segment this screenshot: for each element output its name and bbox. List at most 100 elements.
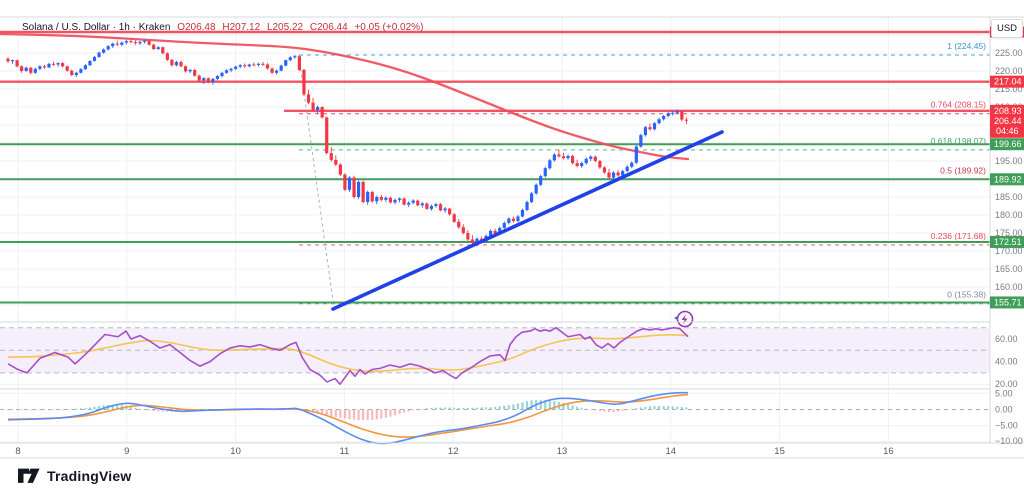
- candle-body: [197, 75, 201, 81]
- candle-body: [61, 63, 65, 67]
- candle-body: [70, 70, 74, 75]
- candle-body: [625, 166, 629, 172]
- ascending-support-trendline[interactable]: [331, 130, 724, 311]
- candle-body: [311, 102, 315, 110]
- candle-body: [275, 70, 279, 73]
- macd-histogram-bar: [384, 409, 387, 418]
- candle-body: [238, 65, 242, 67]
- flash-circle-icon[interactable]: [674, 310, 694, 328]
- macd-histogram-bar: [589, 409, 592, 411]
- candle-body: [265, 64, 270, 69]
- macd-histogram-bar: [389, 409, 392, 417]
- currency-button[interactable]: USD: [991, 19, 1023, 38]
- candle-body: [534, 184, 538, 194]
- price-chip-green-2: 172.51: [990, 235, 1024, 248]
- candle-body: [120, 42, 124, 45]
- macd-histogram-bar: [607, 409, 611, 412]
- candle-body: [288, 57, 292, 61]
- candle-body: [297, 56, 301, 70]
- candle-body: [621, 171, 625, 176]
- candle-body: [470, 239, 475, 243]
- candles-series[interactable]: [6, 38, 688, 247]
- flash-arrow-glyph: [674, 315, 678, 321]
- fib-levels: [299, 54, 990, 305]
- flash-bolt-glyph: [681, 314, 688, 325]
- macd-histogram-bar: [512, 404, 515, 410]
- macd-histogram-bar: [316, 409, 319, 414]
- descending-trend-curve[interactable]: [0, 32, 690, 161]
- macd-histogram-bar: [348, 409, 351, 420]
- candle-body: [598, 161, 602, 168]
- macd-histogram-bar: [594, 409, 597, 411]
- macd-histogram-bar: [25, 409, 28, 411]
- ohlc-change: +0.05 (+0.02%): [354, 22, 424, 33]
- rsi-pane[interactable]: [7, 326, 689, 385]
- macd-histogram-bar: [366, 409, 369, 421]
- candle-body: [589, 156, 593, 159]
- candle-body: [634, 146, 638, 163]
- candle-body: [10, 60, 15, 62]
- macd-histogram-bar: [416, 409, 419, 411]
- macd-histogram-bar: [343, 409, 347, 419]
- candle-body: [38, 66, 42, 69]
- macd-histogram-bar: [357, 409, 360, 420]
- candle-body: [407, 202, 411, 205]
- candle-body: [580, 163, 584, 167]
- price-chip-green-3-bg: [990, 296, 1024, 309]
- candle-body: [643, 127, 648, 136]
- candle-body: [607, 172, 611, 178]
- macd-histogram-bar: [70, 409, 73, 410]
- macd-histogram-bar: [466, 407, 469, 410]
- macd-histogram-bar: [598, 409, 601, 412]
- candle-body: [397, 198, 402, 200]
- macd-histogram-bar: [434, 407, 438, 410]
- candle-body: [347, 177, 352, 190]
- macd-histogram-bar: [626, 409, 629, 411]
- time-tick-label: 13: [557, 446, 568, 457]
- candle-body: [584, 158, 588, 164]
- macd-histogram-bar: [75, 408, 78, 410]
- macd-histogram-bar: [11, 409, 14, 411]
- candle-body: [256, 63, 261, 65]
- symbol-legend[interactable]: Solana / U.S. Dollar · 1h · Kraken O206.…: [22, 22, 427, 33]
- time-tick-label: 15: [774, 446, 785, 457]
- candle-body: [466, 233, 470, 240]
- candle-body: [343, 174, 347, 190]
- candle-body: [247, 64, 251, 67]
- tradingview-logo[interactable]: TradingView: [18, 467, 131, 485]
- candle-body: [211, 78, 215, 82]
- time-tick-label: 12: [448, 446, 459, 457]
- macd-histogram-bar: [521, 402, 524, 410]
- candle-body: [557, 154, 561, 157]
- macd-histogram-bar: [111, 404, 114, 410]
- macd-histogram-bar: [284, 409, 287, 411]
- time-tick-label: 10: [230, 446, 241, 457]
- macd-histogram-bar: [667, 406, 670, 410]
- candle-body: [639, 135, 643, 147]
- macd-histogram-bar: [653, 406, 656, 410]
- macd-histogram-bar: [603, 409, 606, 412]
- candle-body: [429, 206, 434, 209]
- price-axis[interactable]: 225.00220.00215.00210.00205.00200.00195.…: [990, 26, 1024, 446]
- candle-body: [111, 43, 115, 47]
- candle-body: [411, 200, 415, 203]
- price-chip-green-3: 155.71: [990, 296, 1024, 309]
- candle-body: [393, 199, 397, 203]
- symbol-title: Solana / U.S. Dollar · 1h · Kraken: [22, 22, 171, 33]
- horizontal-levels: [0, 30, 990, 304]
- candle-body: [593, 156, 597, 161]
- candle-body: [6, 58, 10, 62]
- candle-body: [188, 69, 192, 72]
- candle-body: [356, 181, 361, 197]
- candle-body: [215, 76, 220, 79]
- macd-histogram-bar: [475, 407, 479, 410]
- candle-body: [452, 214, 456, 222]
- time-axis[interactable]: 8 9 10 11 12 13 14 15 16: [15, 446, 893, 457]
- fib-level-label: 1 (224.45): [947, 41, 986, 51]
- candle-body: [461, 227, 465, 233]
- macd-histogram-bar: [148, 409, 151, 411]
- macd-histogram-bar: [544, 400, 547, 410]
- candle-body: [88, 60, 92, 66]
- price-tick-label: 165.00: [995, 264, 1023, 274]
